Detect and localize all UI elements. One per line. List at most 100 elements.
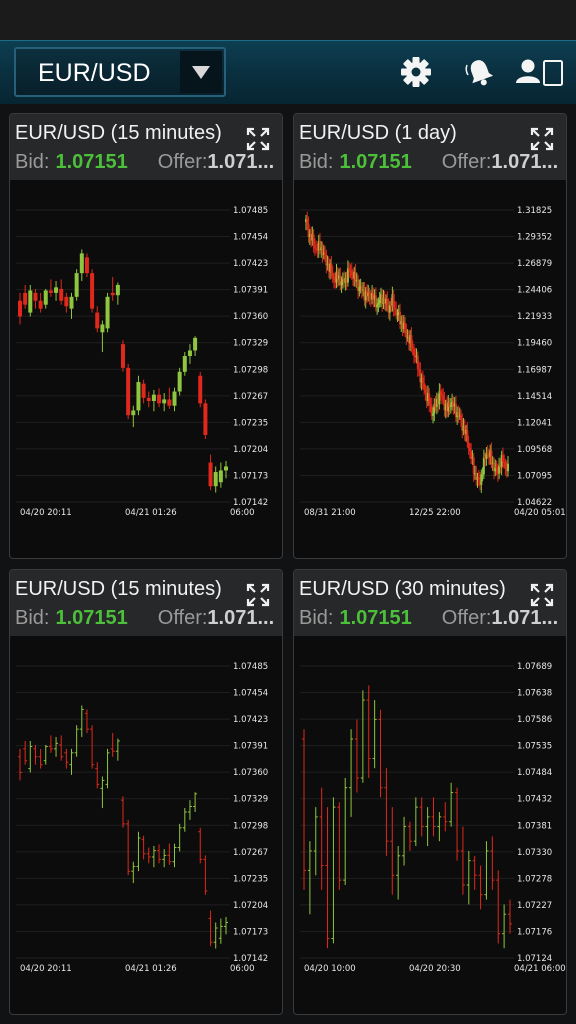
candle-body	[311, 234, 314, 241]
candle-body	[203, 403, 208, 435]
candle-body	[343, 279, 346, 283]
candle-body	[406, 337, 409, 339]
candle-body	[378, 300, 381, 304]
candle-body	[421, 377, 424, 384]
offer-label: Offer:	[157, 607, 208, 629]
expand-icon[interactable]	[246, 583, 270, 607]
panel-header: EUR/USD (15 minutes) Bid: 1.07151 Offer:1.…	[10, 570, 282, 636]
offer-label: Offer:	[157, 151, 208, 173]
x-tick-label: 06:00	[230, 508, 255, 518]
y-tick-label: 1.14514	[517, 392, 552, 402]
price-chart[interactable]: 1.07689 1.07638 1.07586 1.07535 1.07484 1.074…	[294, 636, 566, 1014]
candle-body	[352, 275, 355, 279]
candle-body	[327, 263, 330, 272]
x-tick-label: 04/20 20:11	[20, 508, 72, 518]
candle-body	[414, 355, 417, 358]
candle-body	[439, 391, 442, 394]
candle-body	[369, 296, 372, 300]
y-tick-label: 1.07142	[233, 954, 268, 964]
candle-body	[338, 275, 341, 280]
candle-body	[376, 304, 379, 308]
candle-body	[218, 470, 223, 483]
candle-body	[336, 271, 339, 280]
chart-panel-3[interactable]: EUR/USD (15 minutes) Bid: 1.07151 Offer:1.…	[9, 569, 283, 1015]
candle-body	[449, 405, 452, 407]
candle-body	[405, 329, 408, 338]
price-chart[interactable]: 1.07485 1.07454 1.07423 1.07391 1.07360 1.073…	[10, 636, 282, 1014]
candle-body	[473, 473, 476, 475]
chart-panel-2[interactable]: EUR/USD (1 day) Bid: 1.07151 Offer:1.071..…	[293, 113, 567, 559]
x-tick-label: 04/20 20:30	[409, 964, 461, 974]
panel-title: EUR/USD (30 minutes)	[299, 578, 506, 600]
y-tick-label: 1.07454	[233, 233, 268, 243]
y-tick-label: 1.04622	[517, 498, 552, 508]
candle-body	[401, 321, 404, 329]
candle-body	[307, 224, 310, 238]
candle-body	[177, 371, 182, 392]
expand-icon[interactable]	[530, 127, 554, 151]
y-tick-label: 1.07235	[233, 418, 268, 428]
candle-body	[463, 425, 466, 434]
candle-body	[388, 305, 391, 313]
y-tick-label: 1.07278	[517, 874, 552, 884]
candle-body	[404, 323, 407, 330]
candle-body	[162, 399, 167, 404]
candle-body	[146, 397, 151, 401]
offer-value: 1.071...	[207, 151, 275, 173]
account-icon[interactable]	[515, 53, 565, 91]
y-tick-label: 1.07432	[517, 795, 552, 805]
candle-body	[470, 450, 473, 459]
candle-body	[38, 300, 43, 309]
gear-icon[interactable]	[397, 53, 435, 91]
candle-body	[18, 300, 22, 317]
candle-body	[48, 290, 53, 293]
y-tick-label: 1.07298	[233, 821, 268, 831]
chevron-down-icon	[192, 66, 210, 79]
y-tick-label: 1.07485	[233, 206, 268, 216]
candle-body	[505, 467, 508, 472]
candle-body	[334, 280, 337, 283]
candle-body	[487, 454, 490, 458]
bid-value: 1.07151	[55, 151, 128, 173]
candle-body	[224, 466, 228, 471]
candle-body	[442, 395, 445, 400]
candle-body	[433, 404, 436, 414]
expand-icon[interactable]	[530, 583, 554, 607]
y-tick-label: 1.31825	[517, 206, 552, 216]
candle-body	[459, 415, 462, 420]
candle-body	[386, 299, 389, 306]
price-chart[interactable]: 1.31825 1.29352 1.26879 1.24406 1.21933 1.194…	[294, 180, 566, 558]
pair-dropdown[interactable]: EUR/USD	[14, 47, 226, 97]
candle-body	[507, 463, 509, 472]
y-tick-label: 1.07484	[517, 768, 552, 778]
candle-body	[131, 410, 136, 416]
candle-body	[426, 393, 429, 402]
offer-label: Offer:	[441, 607, 492, 629]
candle-body	[500, 455, 503, 468]
candle-body	[420, 377, 423, 383]
candle-body	[359, 286, 362, 288]
candle-body	[28, 290, 33, 313]
chart-panel-1[interactable]: EUR/USD (15 minutes) Bid: 1.07151 Offer:1.…	[9, 113, 283, 559]
candle-body	[493, 462, 496, 472]
bell-icon[interactable]	[461, 53, 499, 91]
candle-body	[313, 244, 316, 249]
candle-body	[490, 450, 493, 464]
quote-line: Bid: 1.07151 Offer:1.071...	[299, 151, 558, 174]
chart-panel-4[interactable]: EUR/USD (30 minutes) Bid: 1.07151 Offer:1.…	[293, 569, 567, 1015]
candle-body	[348, 268, 351, 271]
y-tick-label: 1.29352	[517, 233, 552, 243]
candle-body	[446, 404, 449, 412]
price-chart[interactable]: 1.07485 1.07454 1.07423 1.07391 1.07360 1.073…	[10, 180, 282, 558]
expand-icon[interactable]	[246, 127, 270, 151]
dropdown-arrow-button[interactable]	[180, 51, 222, 93]
x-tick-label: 06:00	[230, 964, 255, 974]
y-tick-label: 1.07391	[233, 286, 268, 296]
quote-line: Bid: 1.07151 Offer:1.071...	[299, 607, 558, 630]
candle-body	[489, 450, 492, 458]
candle-body	[167, 399, 172, 406]
y-tick-label: 1.07227	[517, 901, 552, 911]
y-tick-label: 1.07235	[233, 874, 268, 884]
y-tick-label: 1.07329	[233, 795, 268, 805]
y-tick-label: 1.07124	[517, 954, 552, 964]
